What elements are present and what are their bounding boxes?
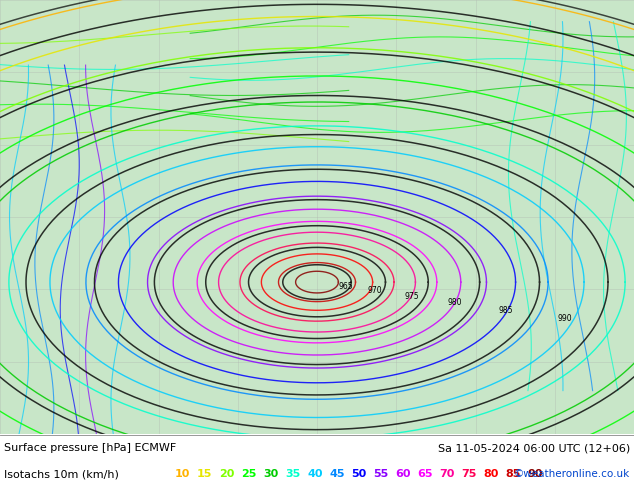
Text: 80: 80 (483, 469, 498, 479)
Text: ©weatheronline.co.uk: ©weatheronline.co.uk (514, 469, 630, 479)
Text: 60: 60 (395, 469, 410, 479)
Text: 25: 25 (241, 469, 256, 479)
Text: 90: 90 (527, 469, 543, 479)
Text: 965: 965 (339, 282, 353, 291)
Text: 30: 30 (263, 469, 278, 479)
Text: 70: 70 (439, 469, 455, 479)
Text: 990: 990 (557, 315, 572, 323)
Text: Surface pressure [hPa] ECMWF: Surface pressure [hPa] ECMWF (4, 443, 176, 453)
Text: 10: 10 (175, 469, 190, 479)
Text: 45: 45 (329, 469, 344, 479)
Text: 55: 55 (373, 469, 388, 479)
Text: 35: 35 (285, 469, 301, 479)
Text: 75: 75 (461, 469, 476, 479)
Text: 970: 970 (368, 286, 382, 295)
Text: 20: 20 (219, 469, 235, 479)
Text: 15: 15 (197, 469, 212, 479)
Text: 65: 65 (417, 469, 432, 479)
Text: Sa 11-05-2024 06:00 UTC (12+06): Sa 11-05-2024 06:00 UTC (12+06) (437, 443, 630, 453)
Text: 975: 975 (404, 292, 419, 301)
Text: 85: 85 (505, 469, 521, 479)
Text: 50: 50 (351, 469, 366, 479)
Text: 40: 40 (307, 469, 323, 479)
Text: 985: 985 (499, 306, 514, 315)
Text: Isotachs 10m (km/h): Isotachs 10m (km/h) (4, 469, 119, 479)
Text: 980: 980 (448, 298, 462, 307)
